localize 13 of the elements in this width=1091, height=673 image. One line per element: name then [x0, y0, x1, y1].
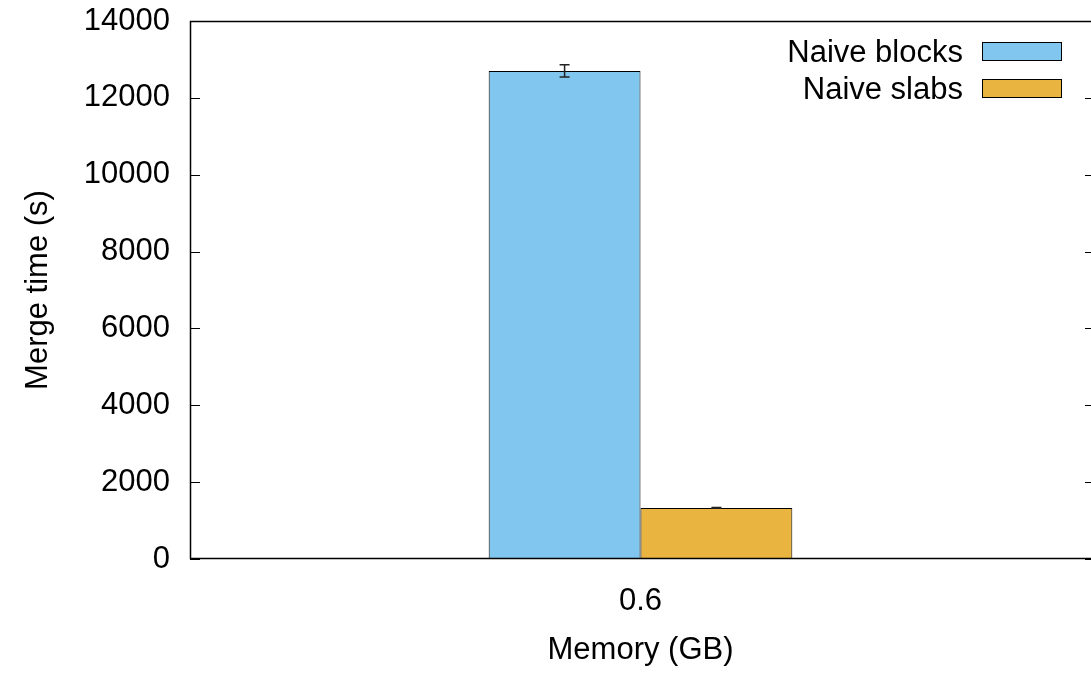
y-tick-label: 8000	[101, 232, 170, 268]
y-axis-title: Merge time (s)	[19, 190, 55, 390]
y-tick-label: 0	[152, 539, 170, 575]
legend-label: Naive blocks	[787, 33, 963, 70]
y-tick-label: 4000	[101, 385, 170, 421]
x-axis-title: Memory (GB)	[547, 630, 734, 666]
y-tick-label: 10000	[83, 155, 170, 191]
y-tick-label: 6000	[101, 308, 170, 344]
x-tick-label: 0.6	[618, 582, 663, 618]
y-tick-label: 14000	[83, 1, 170, 37]
y-tick-label: 2000	[101, 462, 170, 498]
legend-label: Naive slabs	[802, 70, 963, 107]
y-tick-label: 12000	[83, 78, 170, 114]
